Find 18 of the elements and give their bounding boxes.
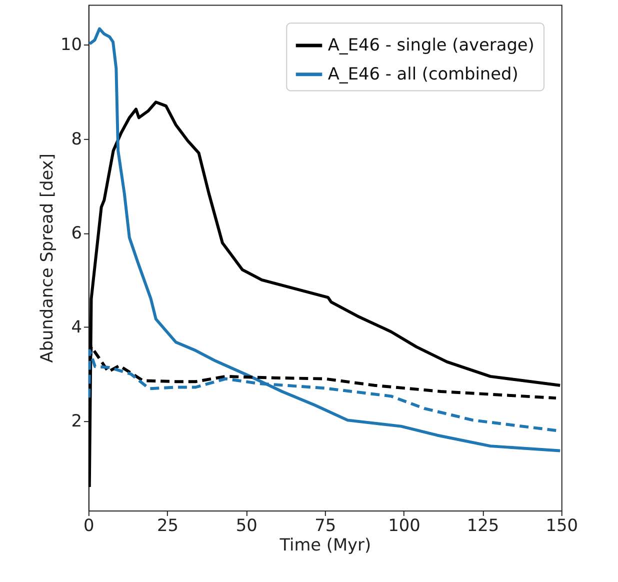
x-tick-label: 150 xyxy=(546,514,578,535)
y-axis-title: Abundance Spread [dex] xyxy=(36,154,57,363)
y-tick-label: 8 xyxy=(71,128,82,148)
x-tick-label: 25 xyxy=(157,514,178,535)
x-tick-label: 125 xyxy=(466,514,500,535)
line-series xyxy=(88,27,562,452)
x-tick-label: 0 xyxy=(84,514,94,535)
y-tick-label: 10 xyxy=(60,34,82,54)
y-tick-label: 2 xyxy=(71,410,82,431)
y-tick-label: 4 xyxy=(71,316,82,336)
x-axis-title: Time (Myr) xyxy=(278,534,372,555)
x-tick-label: 100 xyxy=(388,514,420,535)
legend-label: A_E46 - all (combined) xyxy=(328,63,518,84)
line-series xyxy=(88,100,562,488)
y-tick-label: 6 xyxy=(71,222,82,242)
legend-label: A_E46 - single (average) xyxy=(328,34,534,54)
x-tick-label: 75 xyxy=(314,514,336,535)
x-tick-label: 50 xyxy=(236,514,258,535)
